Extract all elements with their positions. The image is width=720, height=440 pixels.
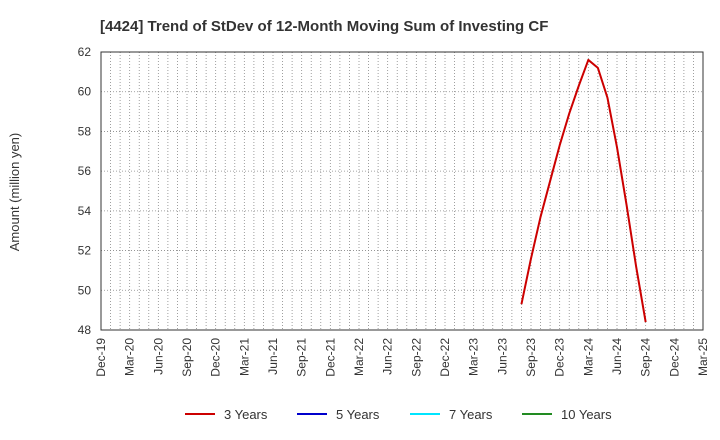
legend-label: 5 Years — [336, 407, 380, 422]
x-tick-label: Jun-20 — [151, 338, 165, 375]
x-tick-label: Mar-24 — [581, 338, 595, 376]
x-tick-label: Sep-22 — [409, 338, 423, 377]
legend-label: 10 Years — [561, 407, 612, 422]
y-axis-ticks: 48 50 52 54 56 58 60 62 — [78, 45, 92, 337]
grid — [101, 52, 703, 330]
x-tick-label: Dec-21 — [323, 338, 337, 377]
x-tick-label: Jun-22 — [381, 338, 395, 375]
x-tick-label: Dec-23 — [553, 338, 567, 377]
y-tick-label: 54 — [78, 204, 92, 218]
x-tick-label: Sep-20 — [180, 338, 194, 377]
x-tick-label: Jun-23 — [495, 338, 509, 375]
legend: 3 Years 5 Years 7 Years 10 Years — [185, 407, 612, 422]
series-line-3-years — [520, 58, 647, 323]
y-axis-label: Amount (million yen) — [7, 133, 22, 252]
legend-label: 3 Years — [224, 407, 268, 422]
x-tick-label: Dec-22 — [438, 338, 452, 377]
y-tick-label: 62 — [78, 45, 92, 59]
x-tick-label: Dec-19 — [94, 338, 108, 377]
legend-label: 7 Years — [449, 407, 493, 422]
y-tick-label: 60 — [78, 85, 92, 99]
x-tick-label: Mar-25 — [696, 338, 710, 376]
plot-area — [100, 51, 704, 331]
x-tick-label: Sep-21 — [295, 338, 309, 377]
x-tick-label: Mar-21 — [237, 338, 251, 376]
x-tick-label: Dec-20 — [209, 338, 223, 377]
chart-title: [4424] Trend of StDev of 12-Month Moving… — [100, 18, 548, 35]
x-tick-label: Dec-24 — [667, 338, 681, 377]
series-lines — [520, 58, 647, 323]
x-tick-label: Mar-23 — [467, 338, 481, 376]
x-axis-ticks: Dec-19 Mar-20 Jun-20 Sep-20 Dec-20 Mar-21 Jun-… — [94, 338, 710, 377]
y-tick-label: 52 — [78, 244, 92, 258]
y-tick-label: 56 — [78, 164, 92, 178]
x-tick-label: Sep-23 — [524, 338, 538, 377]
x-tick-label: Jun-21 — [266, 338, 280, 375]
x-tick-label: Sep-24 — [639, 338, 653, 377]
y-tick-label: 50 — [78, 283, 92, 297]
y-tick-label: 58 — [78, 124, 92, 138]
x-tick-label: Mar-22 — [352, 338, 366, 376]
x-tick-label: Jun-24 — [610, 338, 624, 375]
x-tick-label: Mar-20 — [123, 338, 137, 376]
y-tick-label: 48 — [78, 323, 92, 337]
